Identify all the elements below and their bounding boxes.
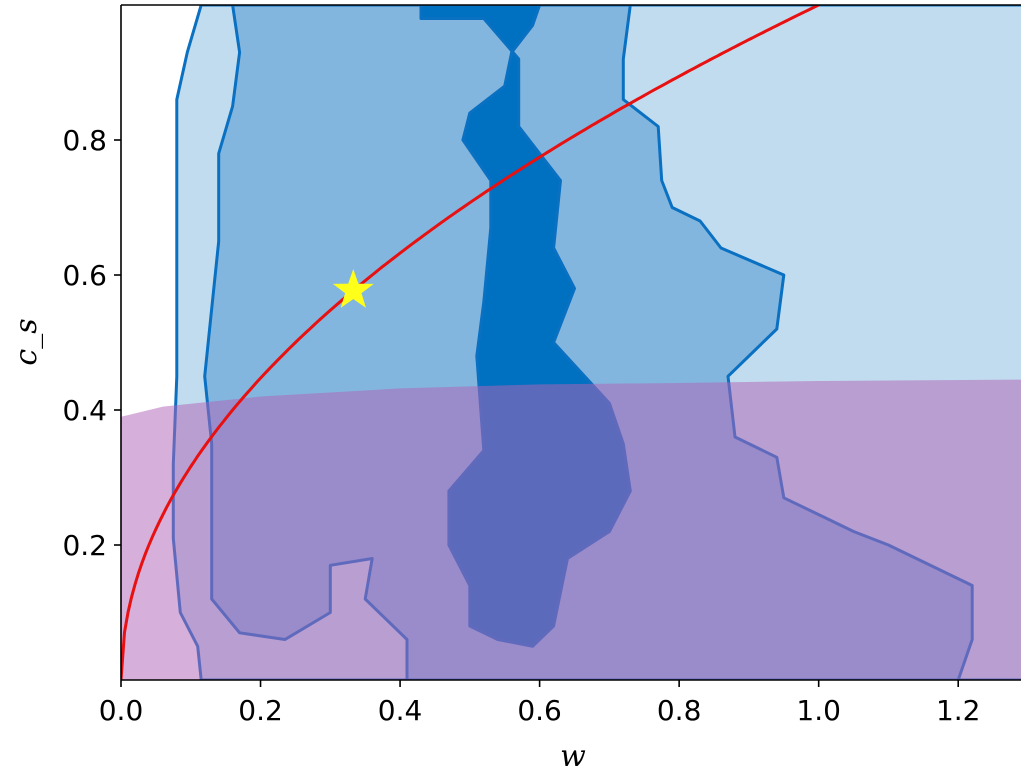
x-tick-label: 0.8 [657,694,702,727]
axes: 0.0 0.2 0.4 0.6 0.8 1.0 1.2 0.2 0.4 0.6 0.8 [62,4,1021,727]
y-axis-label: c_s [9,318,44,365]
x-tick-label: 0.6 [517,694,562,727]
y-tick-label: 0.6 [62,259,107,292]
y-tick-label: 0.2 [62,529,107,562]
x-tick-label: 0.4 [378,694,423,727]
x-tick-label: 0.0 [99,694,144,727]
x-tick-label: 1.2 [936,694,981,727]
yellow-star-marker [332,268,374,308]
x-tick-label: 0.2 [238,694,283,727]
plot-area [121,5,1021,680]
x-axis-label: w [560,739,586,771]
red-curve [121,5,820,680]
shaded-region [121,379,1021,680]
x-tick-label: 1.0 [796,694,841,727]
y-tick-label: 0.8 [62,124,107,157]
y-tick-label: 0.4 [62,394,107,427]
